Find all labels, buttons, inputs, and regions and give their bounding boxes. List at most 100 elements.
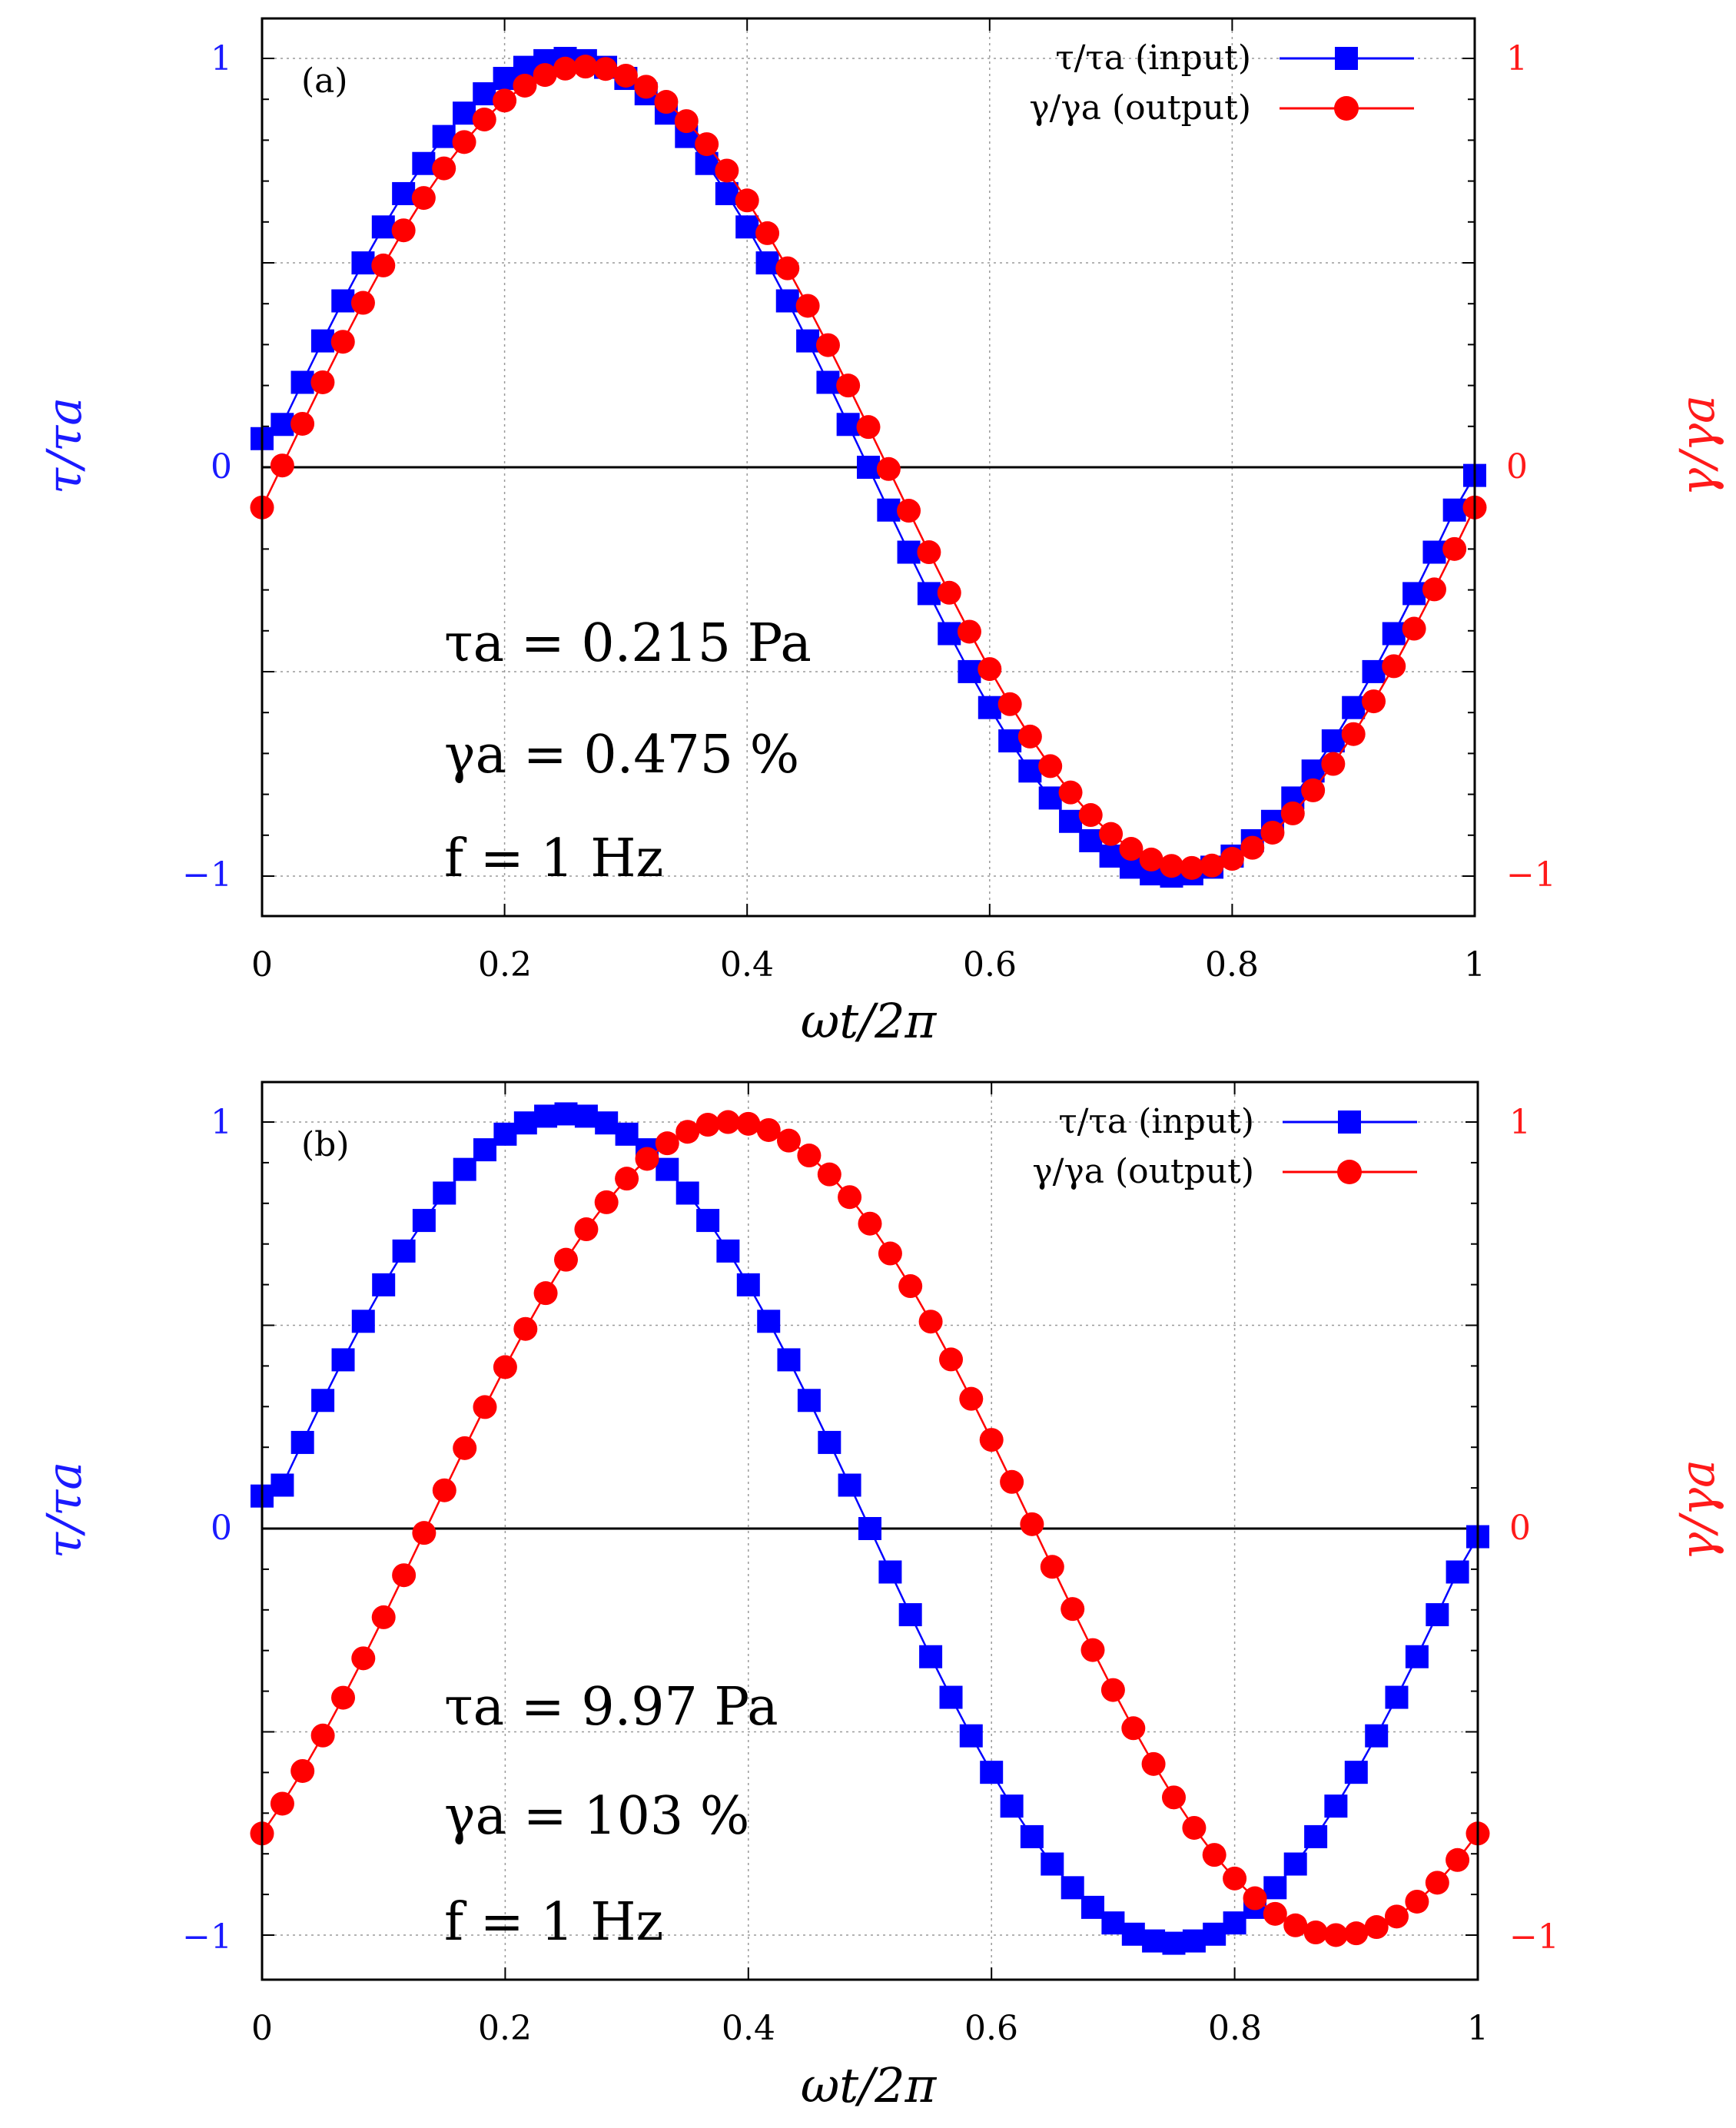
panel-a-input-point-26	[775, 289, 799, 313]
panel-b-input-point-15	[554, 1102, 578, 1126]
panel-b-output-point-41	[1080, 1638, 1105, 1662]
panel-b-input-point-24	[736, 1273, 760, 1296]
panel-b-input-point-27	[797, 1389, 821, 1413]
panel-b-output-point-21	[675, 1120, 700, 1144]
panel-b-output-point-14	[533, 1281, 558, 1306]
panel-a-input-point-39	[1038, 786, 1062, 810]
panel-a-xtick-0-8: 0.8	[1205, 945, 1259, 984]
panel-b-output-point-58	[1425, 1871, 1449, 1895]
panel-b-input-point-7	[392, 1239, 416, 1263]
panel-b-ytick-right-1: 1	[1509, 1103, 1531, 1142]
panel-b-output-point-1	[270, 1791, 294, 1816]
panel-a-input-point-53	[1321, 729, 1345, 753]
panel-b-input-point-13	[513, 1111, 537, 1135]
panel-a-input-point-7	[392, 181, 416, 205]
panel-b-output-point-57	[1405, 1889, 1429, 1914]
panel-b-input-point-42	[1101, 1911, 1125, 1935]
panel-b-input-point-58	[1426, 1603, 1449, 1627]
panel-b-input-point-12	[493, 1122, 517, 1146]
panel-a-output-point-25	[755, 221, 780, 245]
panel-b-output-point-44	[1141, 1751, 1166, 1776]
panel-b-input-point-34	[939, 1685, 963, 1709]
panel-a-legend-marker-input	[1335, 47, 1358, 70]
panel-a-output-point-57	[1402, 616, 1426, 641]
panel-a-output-point-1	[270, 453, 294, 478]
panel-a-annotation-frequency: f = 1 Hz	[444, 828, 663, 889]
panel-b-input-point-55	[1365, 1724, 1389, 1748]
panel-a-input-point-40	[1059, 809, 1083, 833]
panel-a-output-point-32	[897, 499, 921, 523]
panel-a-output-point-24	[735, 188, 759, 213]
panel-a-input-point-1	[271, 413, 294, 437]
panel-a-x-axis-title: ωt/2π	[801, 993, 938, 1049]
panel-b-ytick-left-neg1: −1	[182, 1917, 232, 1957]
panel-a-xtick-0-2: 0.2	[478, 945, 532, 984]
panel-b-xtick-1: 1	[1467, 2009, 1489, 2048]
panel-b-ytick-left-1: 1	[211, 1103, 232, 1142]
panel-b-input-point-44	[1142, 1929, 1166, 1953]
panel-a-output-point-54	[1341, 722, 1366, 746]
panel-b-output-point-45	[1162, 1785, 1186, 1810]
panel-a-input-point-5	[351, 251, 375, 275]
panel-a-output-point-22	[695, 132, 719, 157]
panel-b-output-point-12	[493, 1355, 517, 1379]
panel-b-output-point-48	[1223, 1866, 1247, 1891]
panel-b-xtick-0-6: 0.6	[964, 2009, 1018, 2048]
panel-b-input-point-32	[898, 1603, 922, 1627]
panel-a-output-point-51	[1280, 801, 1305, 825]
panel-a-input-point-33	[917, 582, 941, 606]
panel-b-input-point-2	[290, 1430, 314, 1454]
panel-a-ytick-right-neg1: −1	[1506, 855, 1556, 895]
panel-b-output-point-40	[1061, 1597, 1085, 1622]
panel-b-output-point-11	[473, 1395, 497, 1419]
panel-b-output-point-56	[1384, 1904, 1409, 1929]
panel-a-output-point-35	[957, 619, 981, 644]
panel-b-xtick-0-2: 0.2	[478, 2009, 532, 2048]
panel-b: 1 0 −1 1 0 −1 0 0.2 0.4 0.6 0.8 1 ωt/2π …	[36, 1081, 1725, 2113]
panel-a-xtick-0: 0	[251, 945, 273, 984]
panel-b-input-point-29	[838, 1473, 861, 1497]
panel-b-input-point-52	[1304, 1824, 1328, 1848]
panel-b-input-point-16	[574, 1104, 598, 1128]
panel-a-output-point-10	[452, 130, 476, 154]
panel-a-output-point-40	[1058, 780, 1083, 805]
panel-a-input-point-28	[816, 370, 840, 394]
panel-a-output-point-6	[371, 253, 396, 277]
panel-a-input-point-56	[1382, 622, 1406, 646]
panel-a-output-point-33	[917, 540, 941, 565]
panel-a-output-point-50	[1260, 820, 1285, 845]
panel-a-output-point-49	[1240, 835, 1265, 860]
panel-b-grid	[262, 1082, 1478, 1980]
panel-b-input-point-33	[919, 1645, 943, 1668]
panel-a-series-output	[250, 55, 1487, 880]
panel-b-output-point-25	[756, 1117, 781, 1142]
panel-b-output-point-55	[1364, 1915, 1389, 1940]
panel-b-legend: τ/τa (input) γ/γa (output)	[1032, 1102, 1417, 1191]
panel-a-legend-label-output: γ/γa (output)	[1029, 88, 1251, 128]
panel-b-input-point-4	[331, 1348, 355, 1372]
panel-a-output-point-2	[290, 411, 315, 436]
panel-b-output-point-47	[1202, 1843, 1226, 1867]
panel-a-output-point-37	[997, 692, 1022, 716]
panel-b-output-point-5	[351, 1646, 376, 1671]
panel-a-output-point-7	[391, 218, 416, 243]
panel-a-output-point-44	[1139, 847, 1163, 871]
panel-b-input-point-51	[1283, 1852, 1307, 1876]
panel-a-output-point-53	[1321, 752, 1346, 776]
panel-a-input-point-35	[958, 659, 981, 683]
panel-a-xtick-0-6: 0.6	[963, 945, 1017, 984]
panel-b-input-point-56	[1385, 1685, 1409, 1709]
panel-a-input-point-59	[1442, 498, 1466, 522]
panel-b-output-point-23	[715, 1110, 740, 1134]
panel-b-output-point-30	[858, 1211, 882, 1236]
panel-b-legend-label-output: γ/γa (output)	[1032, 1152, 1254, 1191]
panel-b-annotation-frequency: f = 1 Hz	[444, 1892, 663, 1953]
panel-a-output-point-8	[411, 186, 436, 211]
panel-a-input-point-41	[1079, 828, 1103, 852]
panel-a-output-point-30	[856, 415, 881, 440]
panel-a-input-point-55	[1362, 659, 1386, 683]
panel-b-output-point-18	[615, 1167, 639, 1191]
panel-b-input-point-9	[433, 1181, 456, 1205]
panel-b-output-point-52	[1303, 1921, 1328, 1945]
